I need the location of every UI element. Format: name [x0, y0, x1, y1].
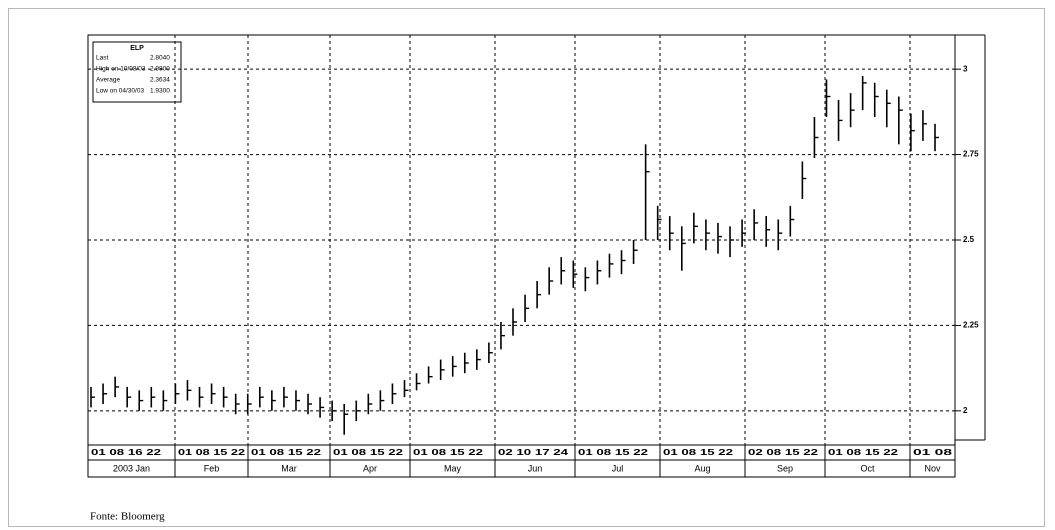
month-label: 2003 Jan — [113, 463, 150, 473]
legend-box — [92, 41, 182, 103]
month-label: Jul — [612, 463, 624, 473]
day-label: 02 10 17 24 — [498, 448, 569, 457]
legend-value: 1.9300 — [150, 88, 170, 95]
y-tick-label: 2.25 — [963, 321, 979, 330]
y-tick-label: 2.75 — [963, 150, 979, 159]
frame — [8, 8, 1045, 527]
legend-value: 2.3634 — [150, 77, 170, 84]
day-label: 01 08 15 22 — [333, 448, 404, 457]
legend-label: Average — [96, 77, 120, 84]
source: Fonte: Bloomerg — [90, 511, 165, 523]
day-label: 01 08 15 22 — [178, 448, 246, 457]
legend-label: Low on 04/30/03 — [96, 88, 144, 95]
month-label: Oct — [860, 463, 875, 473]
legend-label: High on 10/08/03 — [96, 66, 146, 73]
legend-value: 2.8040 — [150, 55, 170, 62]
month-label: Feb — [204, 463, 220, 473]
day-label: 01 08 15 22 — [578, 448, 649, 457]
day-label: 01 08 15 22 — [413, 448, 484, 457]
month-label: Jun — [528, 463, 543, 473]
month-label: Nov — [924, 463, 941, 473]
legend-title: ELP — [130, 45, 144, 52]
day-label: 01 08 — [913, 448, 953, 457]
month-label: Apr — [363, 463, 377, 473]
day-label: 01 08 15 22 — [828, 448, 899, 457]
y-tick-label: 2.5 — [963, 235, 975, 244]
day-label: 01 08 15 22 — [251, 448, 322, 457]
month-label: Mar — [281, 463, 297, 473]
day-label: 01 08 15 22 — [663, 448, 734, 457]
y-tick-label: 3 — [963, 64, 968, 73]
legend-label: Last — [96, 55, 108, 62]
y-tick-label: 2 — [963, 406, 968, 415]
month-label: Sep — [777, 463, 793, 473]
day-label: 02 08 15 22 — [748, 448, 819, 457]
legend-value: 2.9800 — [150, 66, 170, 73]
month-label: May — [444, 463, 462, 473]
day-label: 01 08 16 22 — [91, 448, 162, 457]
month-label: Aug — [694, 463, 710, 473]
date-frame — [87, 444, 956, 478]
